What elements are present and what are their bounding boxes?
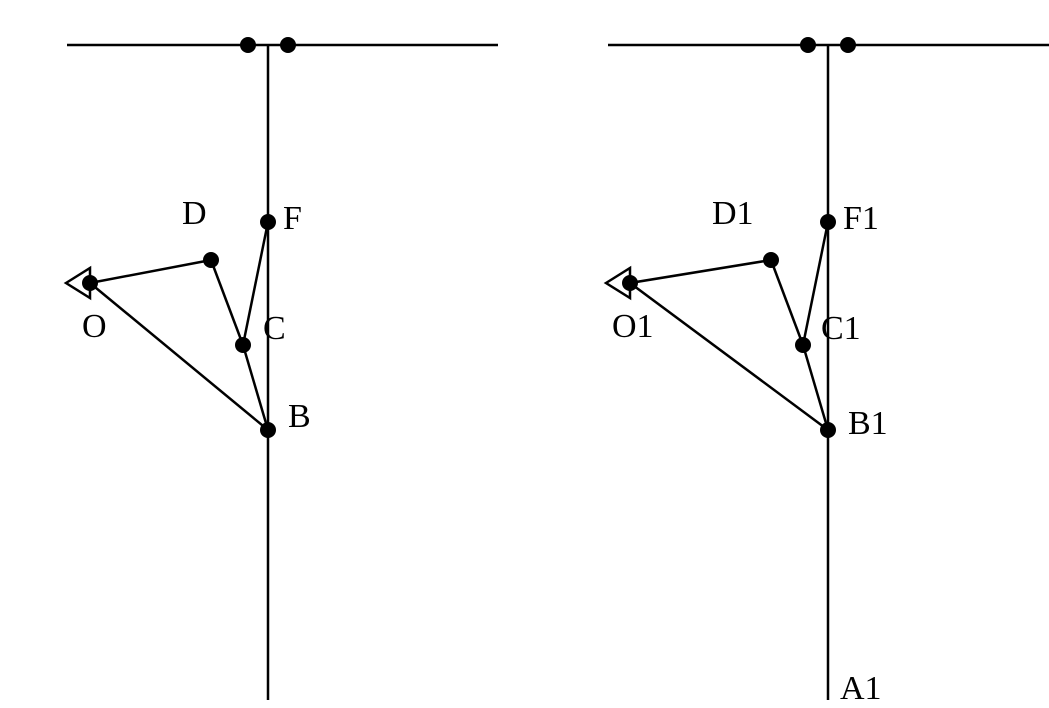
label-B1: B1 bbox=[848, 405, 888, 443]
label-B: B bbox=[288, 398, 311, 436]
label-F1: F1 bbox=[843, 200, 879, 238]
label-O1: O1 bbox=[612, 308, 654, 346]
label-D: D bbox=[182, 195, 207, 233]
label-A1: A1 bbox=[840, 670, 882, 708]
mechanical-diagram bbox=[0, 0, 1049, 700]
label-C: C bbox=[263, 310, 286, 348]
label-D1: D1 bbox=[712, 195, 754, 233]
label-O: O bbox=[82, 308, 107, 346]
label-F: F bbox=[283, 200, 302, 238]
label-C1: C1 bbox=[821, 310, 861, 348]
